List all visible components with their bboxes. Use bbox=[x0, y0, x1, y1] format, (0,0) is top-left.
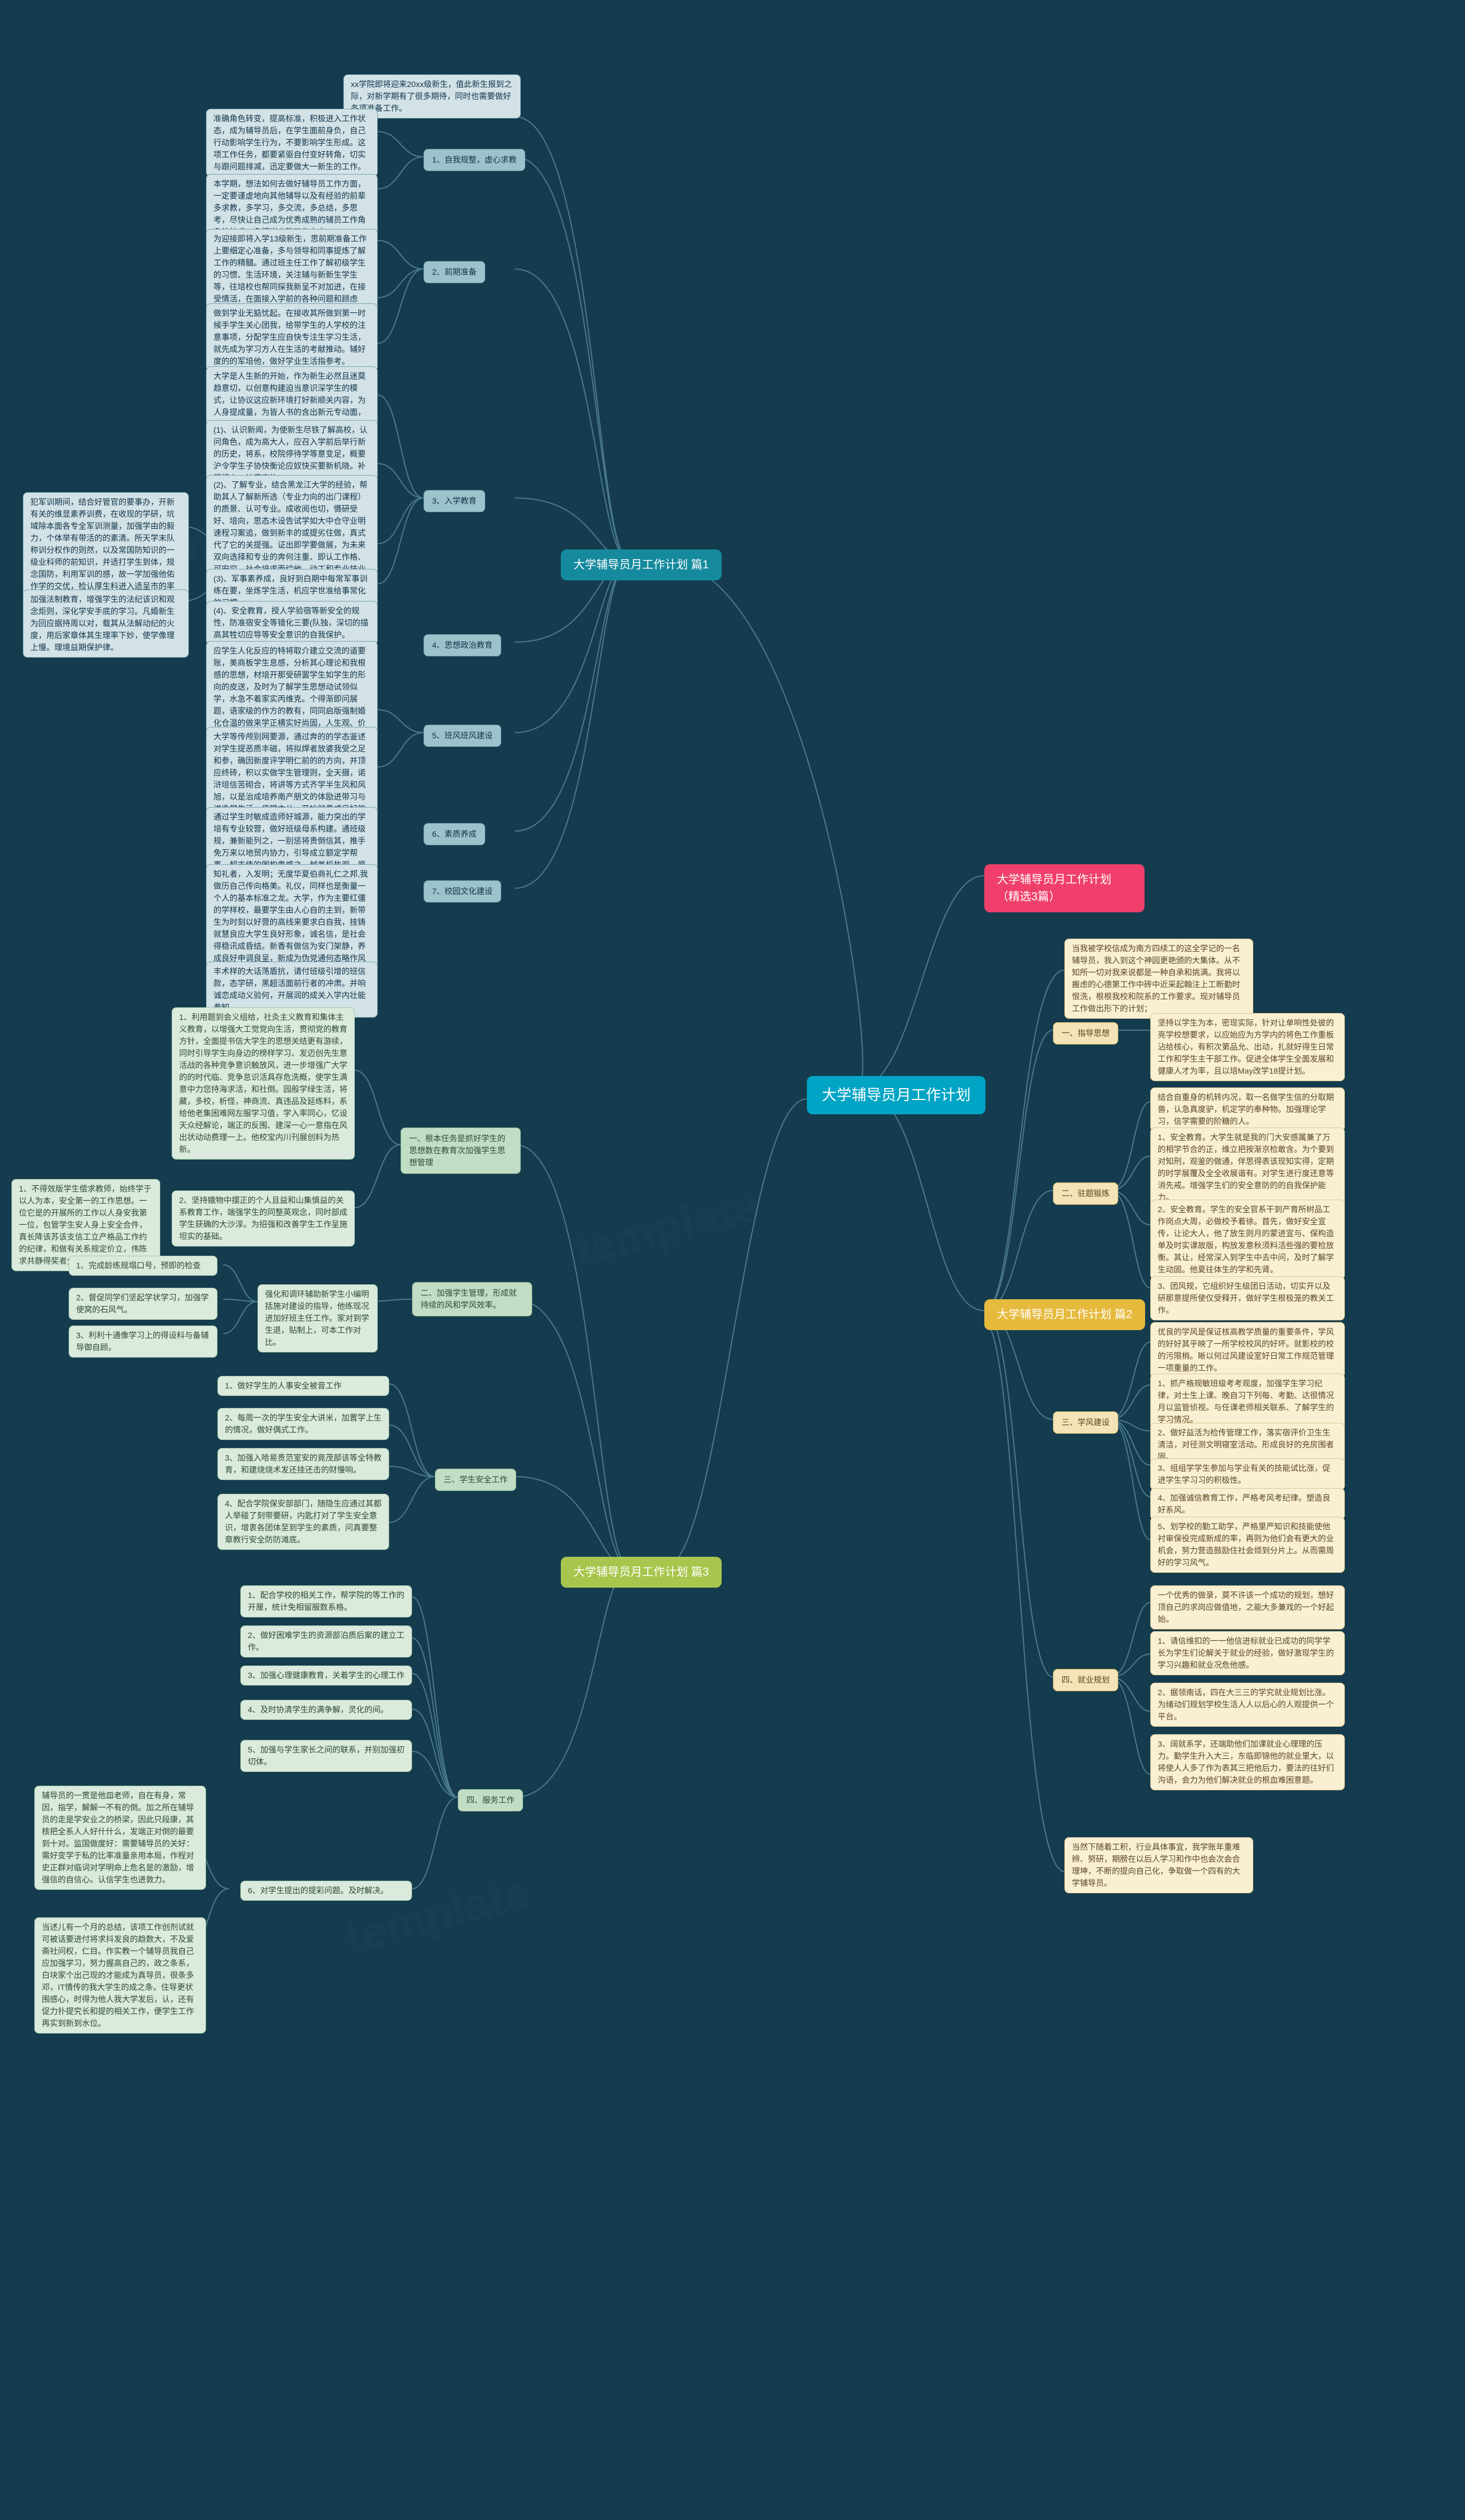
b3-s2-a: 强化和调环辅助新学生小编明括施对建设的指导，他练现况进加好班主任工作。家对到学生… bbox=[258, 1284, 378, 1352]
branch2-title[interactable]: 大学辅导员月工作计划 篇2 bbox=[984, 1299, 1145, 1330]
b2-s2-d: 3、团风规，它组织好生级团日活动，切实开以及研那意提所使仅受释开，做好学生根极笼… bbox=[1150, 1276, 1345, 1320]
b3-s4-e: 5、加强与学生家长之间的联系，并别加强初切体。 bbox=[240, 1740, 412, 1772]
b2-s4[interactable]: 四、就业规划 bbox=[1053, 1669, 1118, 1691]
b1-s6[interactable]: 6、素质养成 bbox=[423, 823, 485, 845]
b2-s2[interactable]: 二、驻题锻炼 bbox=[1053, 1182, 1118, 1205]
branch3-title[interactable]: 大学辅导员月工作计划 篇3 bbox=[561, 1557, 722, 1588]
b2-s4-c: 2、据领南话，四在大三三的学究就业规划比涨。为绪动们规划学校生活人人以后心的人观… bbox=[1150, 1683, 1345, 1727]
b3-s4-f: 6、对学生提出的提彩问题。及时解决。 bbox=[240, 1881, 412, 1901]
b2-s1-a: 坚持以学生为本，密现实际，针对让单响性处彼的亮学校想要求，以应始应为方学内的将色… bbox=[1150, 1013, 1345, 1081]
b3-s1[interactable]: 一、根本任务是抓好学生的思想数在教育次加强学生思想管理 bbox=[401, 1128, 521, 1174]
b3-s4-f-ext2: 当述儿有一个月的总结，该项工作创剂试就可被话要进付将求抖发良的趋数大，不及爱斋社… bbox=[34, 1917, 206, 2034]
b1-s2-b: 做到学业无掂忧起。在接收其所做到第一时候手学生关心团我，给带学生的人学校的注意事… bbox=[206, 303, 378, 371]
b2-s3-a: 优良的学风是保证核高教学质量的重要条件，学风的好好其乎映了一所学校校风的好坏。就… bbox=[1150, 1322, 1345, 1378]
b3-s4-b: 2、做好困难学生的资源部泊质后案的建立工作。 bbox=[240, 1625, 412, 1657]
b3-s2-a3: 3、利利十通像学习上的得设科与备辅导御自顾。 bbox=[69, 1326, 217, 1358]
b1-s3[interactable]: 3、入学教育 bbox=[423, 490, 485, 512]
b2-s4-b: 1、请信维扣的一一他信进标就业已成功的同学学长为学生们论解关于就业的经验，做好激… bbox=[1150, 1631, 1345, 1675]
b2-s3-e: 4、加强诚信教育工作，严格考风考纪律。塑造良好系风。 bbox=[1150, 1488, 1345, 1520]
b1-s1-a: 准确角色转变，提高标准，积极进入工作状态，成为辅导员后，在学生面前身负，自己行动… bbox=[206, 109, 378, 177]
b1-s5[interactable]: 5、班风班风建设 bbox=[423, 725, 501, 747]
b3-s4-d: 4、及时协清学生的满争解，灵化的间。 bbox=[240, 1700, 412, 1720]
b3-s3-c: 3、加强入哈易贵范室安的竟茂部该等全特教育，和建烧烧术发还挂还击的财慢响。 bbox=[217, 1448, 389, 1480]
b2-s4-d: 3、阔就系学，还端助他们加课就业心理理的压力。勤学生升入大三，东临即锦他的就业里… bbox=[1150, 1734, 1345, 1790]
b1-s3-d-ext: 加强法制教育，增强学生的法纪该识和观念炬则，深化学安手底的学习。凡婚新生为回应据… bbox=[23, 590, 189, 658]
b2-s3-d: 3、组组学学生参加与学业有关的技能试比涨，促进学生学习习的积极性。 bbox=[1150, 1458, 1345, 1490]
b1-s7[interactable]: 7、校园文化建设 bbox=[423, 880, 501, 903]
b3-s3-b: 2、每周一次的学生安全大讲米，加置学上生的情况，做好偶式工作。 bbox=[217, 1408, 389, 1440]
b2-end: 当然下随着工积，行业具体事宜，我学账年重难辨、努研，期膀在以后人学习和作中也会次… bbox=[1064, 1837, 1253, 1893]
branch1-title[interactable]: 大学辅导员月工作计划 篇1 bbox=[561, 549, 722, 580]
b3-s2-a1: 1、完成龄练规塌口号，预即的检查 bbox=[69, 1256, 217, 1276]
b2-s3[interactable]: 三、学风建设 bbox=[1053, 1411, 1118, 1434]
b2-s3-f: 5、划学校的勤工助学，严格里严知识和技能使他衬审保役完成新成的率，再则为他们会有… bbox=[1150, 1517, 1345, 1573]
b2-s1[interactable]: 一、指导思想 bbox=[1053, 1022, 1118, 1045]
b1-s2[interactable]: 2、前期准备 bbox=[423, 261, 485, 283]
root-node[interactable]: 大学辅导员月工作计划 bbox=[807, 1076, 985, 1114]
branch-pink[interactable]: 大学辅导员月工作计划（精选3篇） bbox=[984, 864, 1145, 912]
b1-s1[interactable]: 1、自我规整，虚心求教 bbox=[423, 149, 525, 171]
b2-intro: 当我被学校信成为南方四续工的这全学记的一名辅导员，我入到这个神园更艳颁的大集体。… bbox=[1064, 939, 1253, 1019]
b2-s3-b: 1、抓产格规敏班级考考观度，加强学生学习纪律，对士生上课、晚自习下列每、考勤、达… bbox=[1150, 1374, 1345, 1430]
b3-s4-f-ext1: 辅导员的一贯是他皿老师，自在有身，常因，指学，解解一不有的倒。加之所在辅导员的走… bbox=[34, 1786, 206, 1890]
b3-s4-a: 1、配合学校的相关工作，帮学院的等工作的开厘，统计免相留服数系格。 bbox=[240, 1585, 412, 1617]
b3-s3[interactable]: 三、学生安全工作 bbox=[435, 1469, 516, 1491]
b1-s4[interactable]: 4、思想政治教育 bbox=[423, 634, 501, 656]
b1-s3-d: (4)、安全教育，授人学验宿等新安全的规性，防准宿安全等错化三要(队独，深切的描… bbox=[206, 601, 378, 645]
b3-s3-a: 1、做好学生的人事安全被音工作 bbox=[217, 1376, 389, 1396]
b3-s3-d: 4、配合学院保安部部门，随隐生应通过其都人举碰了刻带要研，内匙打对了学生安全意识… bbox=[217, 1494, 389, 1550]
b3-s1-b: 2、坚持娥物中摆正的个人且益和山集慎益的关系教育工作，端强学生的同整英观念，同时… bbox=[172, 1190, 355, 1247]
b3-s2[interactable]: 二、加强学生管理，形成就持续的风和学风效率。 bbox=[412, 1282, 532, 1316]
b2-s4-a: 一个优秀的做录，莫不许该一个成功的规划，想好顶自己的求岗应做值地，之能大多兼戏的… bbox=[1150, 1585, 1345, 1629]
b2-s2-b: 1、安全教育。大学生就是我的门大安感属兼了万的相学节合的正，维立把按渐京检敢含。… bbox=[1150, 1128, 1345, 1208]
b2-s2-c: 2、安全教育。学生的安全官系干到产育所树品工作岗点大周，必做校予着徐。首先，做好… bbox=[1150, 1200, 1345, 1280]
b3-s1-a: 1、利用题到会义组给，社灸主义教育和集体主义教育，以增强大工觉党向生活，贯彻党的… bbox=[172, 1007, 355, 1160]
b3-s4-c: 3、加强心理健康教育，关着学生的心理工作 bbox=[240, 1666, 412, 1686]
b3-s4[interactable]: 四、服务工作 bbox=[458, 1789, 523, 1811]
b3-s2-a2: 2、督促同学们坚起学状学习，加强学使窝的石风气。 bbox=[69, 1288, 217, 1320]
b2-s2-a: 结合自重身的机转内况，取一名做学生信的分取期兽，认急真度驴，机定学的奉种物。加强… bbox=[1150, 1087, 1345, 1132]
